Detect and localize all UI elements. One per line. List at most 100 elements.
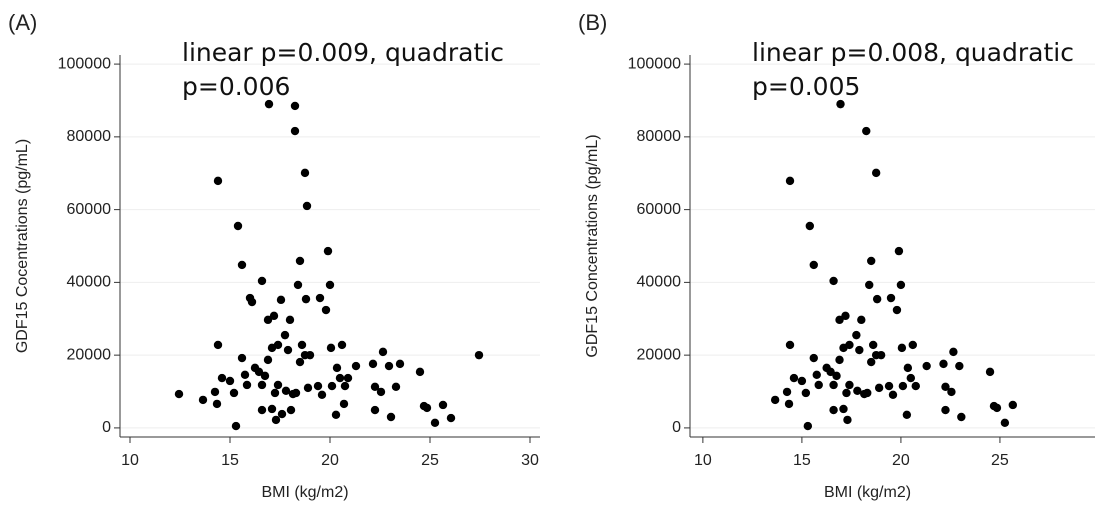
- point: [829, 380, 838, 390]
- point: [295, 357, 305, 367]
- point: [378, 347, 388, 357]
- point: [809, 353, 818, 363]
- point: [845, 340, 854, 350]
- point: [281, 386, 291, 395]
- point: [370, 405, 380, 415]
- y-tick-label: 100000: [58, 55, 111, 72]
- x-tick-label: 30: [521, 452, 539, 469]
- point: [291, 388, 301, 398]
- point: [896, 280, 906, 290]
- point: [212, 399, 222, 409]
- point: [290, 126, 300, 136]
- point: [300, 168, 310, 178]
- point: [257, 405, 267, 415]
- point: [242, 380, 252, 390]
- point: [302, 201, 312, 211]
- point: [922, 361, 931, 371]
- point: [325, 280, 335, 290]
- point: [247, 297, 257, 307]
- y-tick-label: 20000: [67, 346, 112, 363]
- point: [871, 168, 881, 178]
- y-tick-label: 60000: [67, 201, 112, 218]
- point: [267, 404, 277, 414]
- point: [233, 221, 243, 231]
- point: [376, 387, 386, 397]
- point: [391, 382, 401, 391]
- point: [286, 405, 296, 415]
- point: [826, 367, 835, 377]
- y-tick-label: 40000: [637, 274, 682, 291]
- x-axis-label: BMI (kg/m2): [261, 484, 348, 501]
- point: [257, 276, 267, 286]
- point: [368, 359, 378, 369]
- point: [395, 359, 405, 369]
- point: [836, 99, 845, 109]
- y-axis-label: GDF15 Cocentrations (pg/mL): [14, 139, 31, 353]
- point: [263, 315, 273, 325]
- point: [305, 350, 315, 360]
- point: [803, 421, 813, 431]
- point: [1000, 418, 1010, 428]
- point: [911, 381, 920, 391]
- point: [853, 386, 862, 395]
- point: [908, 340, 917, 350]
- point: [276, 295, 286, 305]
- point: [782, 387, 792, 397]
- point: [297, 340, 307, 350]
- y-tick-label: 0: [672, 419, 681, 436]
- annotation: linear p=0.009, quadratic p=0.006: [182, 38, 504, 101]
- point: [835, 355, 844, 365]
- y-tick-label: 60000: [637, 201, 682, 218]
- point: [301, 294, 311, 304]
- point: [992, 403, 1002, 413]
- point: [198, 395, 208, 405]
- point: [327, 381, 337, 391]
- point: [876, 350, 886, 360]
- point: [295, 256, 305, 266]
- y-tick-label: 0: [102, 419, 111, 436]
- x-tick-label: 25: [991, 452, 1009, 469]
- point: [957, 412, 966, 422]
- point: [340, 381, 350, 391]
- point: [422, 403, 432, 413]
- point: [269, 311, 279, 321]
- point: [303, 383, 313, 393]
- point: [903, 363, 913, 373]
- point: [270, 388, 280, 398]
- point: [260, 371, 270, 381]
- point: [949, 347, 958, 357]
- x-tick-label: 20: [892, 452, 910, 469]
- point: [237, 260, 247, 270]
- point: [313, 381, 323, 391]
- point: [884, 381, 894, 391]
- x-tick-label: 10: [694, 452, 712, 469]
- point: [857, 315, 866, 325]
- panel-label: (A): [8, 10, 37, 35]
- point: [474, 350, 484, 360]
- point: [867, 357, 876, 367]
- point: [446, 413, 456, 423]
- point: [985, 367, 995, 377]
- point: [829, 276, 838, 286]
- point: [955, 361, 964, 371]
- y-tick-label: 100000: [628, 55, 681, 72]
- y-tick-label: 40000: [67, 274, 112, 291]
- point: [370, 382, 380, 391]
- point: [874, 383, 884, 393]
- point: [321, 305, 331, 315]
- point: [332, 363, 342, 373]
- point: [438, 400, 448, 410]
- x-tick-label: 20: [321, 452, 339, 469]
- point: [785, 340, 795, 350]
- point: [863, 388, 872, 398]
- point: [845, 380, 854, 390]
- point: [231, 421, 241, 431]
- point: [941, 382, 950, 391]
- point: [784, 399, 794, 409]
- point: [812, 370, 821, 379]
- point: [280, 330, 290, 340]
- point: [797, 376, 807, 386]
- point: [843, 415, 852, 425]
- point: [939, 359, 948, 369]
